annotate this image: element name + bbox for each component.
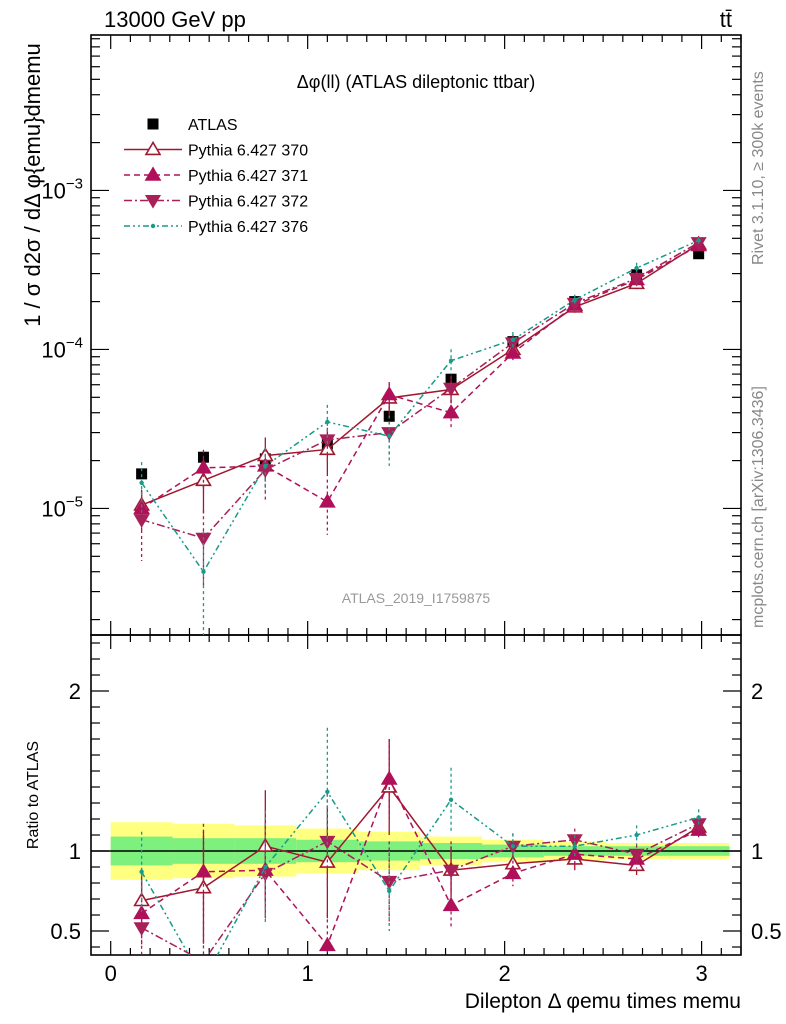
y-tick-label: 10−5 xyxy=(41,493,83,521)
legend-entry: Pythia 6.427 376 xyxy=(124,219,308,236)
mcplots-label: mcplots.cern.ch [arXiv:1306.3436] xyxy=(750,386,767,628)
ratio-y-tick-label-right: 2 xyxy=(751,679,763,704)
ratio-point xyxy=(572,844,577,849)
data-point xyxy=(693,248,705,260)
series-line xyxy=(141,244,700,510)
legend-label: Pythia 6.427 376 xyxy=(188,219,308,236)
x-tick-label: 0 xyxy=(105,961,117,986)
ratio-point xyxy=(628,848,645,863)
legend-label: Pythia 6.427 372 xyxy=(188,194,308,211)
header-left: 13000 GeV pp xyxy=(104,7,246,32)
data-point xyxy=(443,382,460,397)
legend-label: ATLAS xyxy=(188,117,238,134)
data-point xyxy=(504,344,522,359)
main-series-layer xyxy=(133,235,708,635)
plot-title: Δφ(ll) (ATLAS dileptonic ttbar) xyxy=(297,72,535,92)
data-point xyxy=(263,463,268,469)
ratio-point xyxy=(380,770,398,785)
legend: ATLAS Pythia 6.427 370 Pythia 6.427 371 Pyt… xyxy=(124,117,308,236)
data-point xyxy=(572,297,577,303)
ratio-point xyxy=(196,957,210,969)
ratio-point xyxy=(566,834,583,848)
ratio-series-line xyxy=(141,823,699,955)
ratio-point xyxy=(442,896,460,912)
x-tick-label: 2 xyxy=(499,961,511,986)
ratio-y-tick-label-left: 1 xyxy=(69,839,81,864)
rivet-label: Rivet 3.1.10, ≥ 300k events xyxy=(750,71,767,265)
ratio-point xyxy=(510,844,516,849)
legend-marker xyxy=(144,195,162,209)
data-point xyxy=(201,569,206,574)
watermark: ATLAS_2019_I1759875 xyxy=(342,590,491,606)
main-y-axis-label: 1 / σ d2σ / dΔ φ{emu}dmemu xyxy=(20,43,45,327)
legend-label: Pythia 6.427 370 xyxy=(188,143,308,160)
legend-entry: Pythia 6.427 370 xyxy=(124,140,308,160)
ratio-series-line xyxy=(140,790,699,955)
ratio-y-tick-label-left: 2 xyxy=(69,679,81,704)
ratio-series-pythia-6-427-376 xyxy=(139,727,701,982)
ratio-y-tick-label-right: 1 xyxy=(751,839,763,864)
data-point xyxy=(387,433,392,439)
y-tick-label: 10−4 xyxy=(41,334,83,362)
data-point xyxy=(696,238,701,243)
ratio-point xyxy=(443,864,460,879)
series-pythia-6-427-372 xyxy=(133,237,707,587)
legend-marker xyxy=(144,140,162,156)
header-right: tt̄ xyxy=(720,7,732,32)
ratio-point xyxy=(504,864,522,880)
ratio-series-pythia-6-427-372 xyxy=(133,793,707,969)
series-pythia-6-427-371 xyxy=(133,237,708,535)
ratio-y-tick-label-left: 0.5 xyxy=(50,919,81,944)
ratio-point xyxy=(139,869,144,874)
ratio-point xyxy=(325,789,330,794)
ratio-point xyxy=(696,815,701,820)
ratio-y-axis-label: Ratio to ATLAS xyxy=(25,741,42,849)
axis-ticks: 0 1 2 3 10−5 10−4 10−3 0.5 0.5 1 1 2 2 xyxy=(41,35,782,986)
data-point xyxy=(510,337,516,343)
series-pythia-6-427-370 xyxy=(133,235,708,525)
ratio-point xyxy=(263,864,268,870)
ratio-series-line xyxy=(141,785,700,902)
ratio-y-tick-label-right: 0.5 xyxy=(751,919,782,944)
data-point xyxy=(634,265,639,271)
ratio-panel-frame xyxy=(90,634,742,956)
legend-label: Pythia 6.427 371 xyxy=(188,168,308,185)
data-point xyxy=(133,514,150,528)
ratio-point xyxy=(133,922,150,936)
ratio-point xyxy=(318,936,336,952)
ratio-point xyxy=(201,978,205,982)
legend-entry: Pythia 6.427 371 xyxy=(124,166,308,185)
data-point xyxy=(136,468,148,480)
series-line xyxy=(141,241,700,540)
ratio-point xyxy=(448,797,454,802)
y-tick-label: 10−3 xyxy=(41,175,83,203)
ratio-series-line xyxy=(141,777,699,947)
data-point xyxy=(325,419,330,425)
series-line xyxy=(141,243,700,506)
data-point xyxy=(139,480,144,485)
data-point xyxy=(195,471,212,487)
data-point xyxy=(195,459,212,474)
series-pythia-6-427-376 xyxy=(139,237,701,635)
ratio-point xyxy=(634,832,639,838)
x-tick-label: 1 xyxy=(302,961,314,986)
x-tick-label: 3 xyxy=(695,961,707,986)
legend-entry: Pythia 6.427 372 xyxy=(124,194,308,211)
legend-entry: ATLAS xyxy=(147,117,238,134)
data-point xyxy=(448,358,454,363)
legend-marker xyxy=(144,166,162,181)
series-line xyxy=(141,239,699,574)
data-point xyxy=(380,386,398,401)
ratio-point xyxy=(195,863,212,878)
legend-marker xyxy=(150,223,156,229)
x-axis-label: Dilepton Δ φemu times memu xyxy=(465,990,741,1013)
ratio-series-layer xyxy=(133,727,708,982)
data-point xyxy=(318,493,336,508)
data-point xyxy=(628,272,645,287)
legend-marker xyxy=(147,118,159,130)
series-atlas xyxy=(136,248,705,480)
data-point xyxy=(442,404,460,419)
ratio-point xyxy=(387,888,392,894)
